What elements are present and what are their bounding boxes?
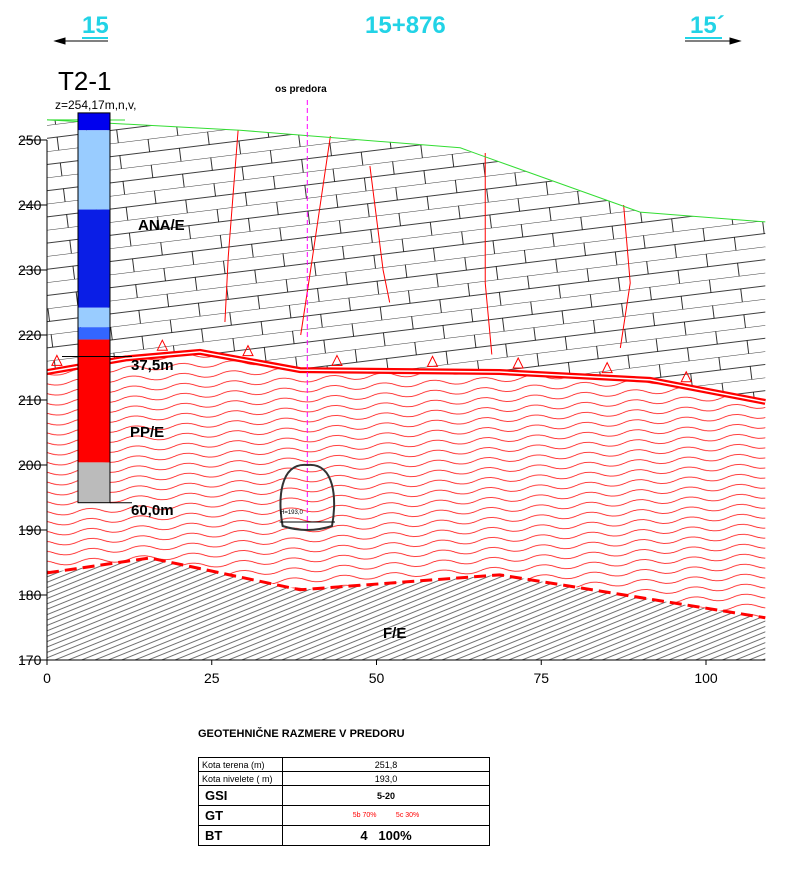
right-arrow-icon (685, 37, 742, 45)
table-row: Kota nivelete ( m) 193,0 (198, 771, 490, 786)
y-tick-label: 250 (18, 132, 42, 148)
boundary-pp-fe (46, 556, 766, 620)
table-row: GSI 5-20 (198, 785, 490, 806)
table-row: BT 4 100% (198, 825, 490, 846)
tunnel-profile (279, 463, 336, 531)
y-tick-label: 170 (18, 652, 42, 668)
borehole-segment (78, 462, 110, 503)
gsi-label: GSI (198, 785, 283, 806)
layer-ana-e (47, 119, 766, 402)
triangle-marker (601, 361, 613, 374)
y-tick-label: 210 (18, 392, 42, 408)
row-label: Kota nivelete ( m) (198, 771, 283, 786)
fault-line (369, 165, 391, 303)
triangle-marker (242, 344, 254, 357)
right-station-label: 15´ (690, 12, 725, 39)
depth-label-2: 60,0m (131, 502, 174, 519)
layer-pp-e (47, 351, 766, 618)
borehole-segment (78, 307, 110, 328)
layer-label-fe: F/E (383, 625, 407, 642)
geotechnical-table: Kota terena (m) 251,8 Kota nivelete ( m) 1… (198, 757, 490, 846)
triangle-marker (156, 339, 169, 351)
borehole-segment (78, 130, 110, 210)
layer-label-ana: ANA/E (138, 217, 185, 234)
bt-value: 4 100% (282, 825, 490, 846)
x-tick-label: 100 (694, 670, 718, 686)
y-tick-label: 220 (18, 327, 42, 343)
fault-line (224, 130, 239, 323)
depth-label-1: 37,5m (131, 357, 174, 374)
borehole-column (77, 112, 111, 504)
borehole-elevation: z=254,17m,n,v, (55, 98, 137, 112)
x-tick-label: 25 (204, 670, 220, 686)
gt-value-b: 5c 30% (395, 812, 420, 819)
borehole-segment (78, 112, 110, 131)
x-tick-label: 75 (533, 670, 549, 686)
row-value: 251,8 (282, 757, 490, 772)
y-tick-label: 180 (18, 587, 42, 603)
gt-value-a: 5b 70% (352, 812, 377, 819)
fault-line (484, 153, 493, 355)
y-tick-label: 240 (18, 197, 42, 213)
left-station-label: 15 (82, 12, 109, 39)
fault-line (619, 204, 631, 349)
y-tick-label: 200 (18, 457, 42, 473)
tunnel-level-label: H=193,0 (280, 510, 303, 516)
tunnel-axis-label: os predora (275, 84, 327, 95)
x-tick-label: 0 (43, 670, 51, 686)
borehole-segment (78, 327, 110, 340)
gt-label: GT (198, 805, 283, 826)
y-tick-label: 230 (18, 262, 42, 278)
y-tick-label: 190 (18, 522, 42, 538)
layer-label-pp: PP/E (130, 424, 165, 441)
center-station-label: 15+876 (365, 12, 446, 39)
table-title: GEOTEHNIČNE RAZMERE V PREDORU (198, 728, 405, 740)
row-label: Kota terena (m) (198, 757, 283, 772)
table-row: GT 5b 70% 5c 30% (198, 805, 490, 826)
triangle-marker (680, 370, 693, 383)
triangle-marker (426, 355, 439, 367)
table-row: Kota terena (m) 251,8 (198, 757, 490, 772)
fault-line (300, 136, 331, 336)
triangle-marker (331, 354, 343, 366)
left-arrow-icon (53, 37, 108, 45)
triangle-marker (512, 356, 524, 369)
bt-label: BT (198, 825, 283, 846)
borehole-name: T2-1 (58, 66, 112, 96)
boundary-ana-pp-inner (46, 351, 766, 403)
triangle-marker (51, 354, 63, 366)
borehole-segment (78, 339, 110, 463)
gsi-value: 5-20 (282, 785, 490, 806)
layer-f-e (47, 557, 766, 660)
row-value: 193,0 (282, 771, 490, 786)
x-tick-label: 50 (369, 670, 385, 686)
terrain-line (46, 119, 766, 223)
borehole-segment (78, 209, 110, 308)
